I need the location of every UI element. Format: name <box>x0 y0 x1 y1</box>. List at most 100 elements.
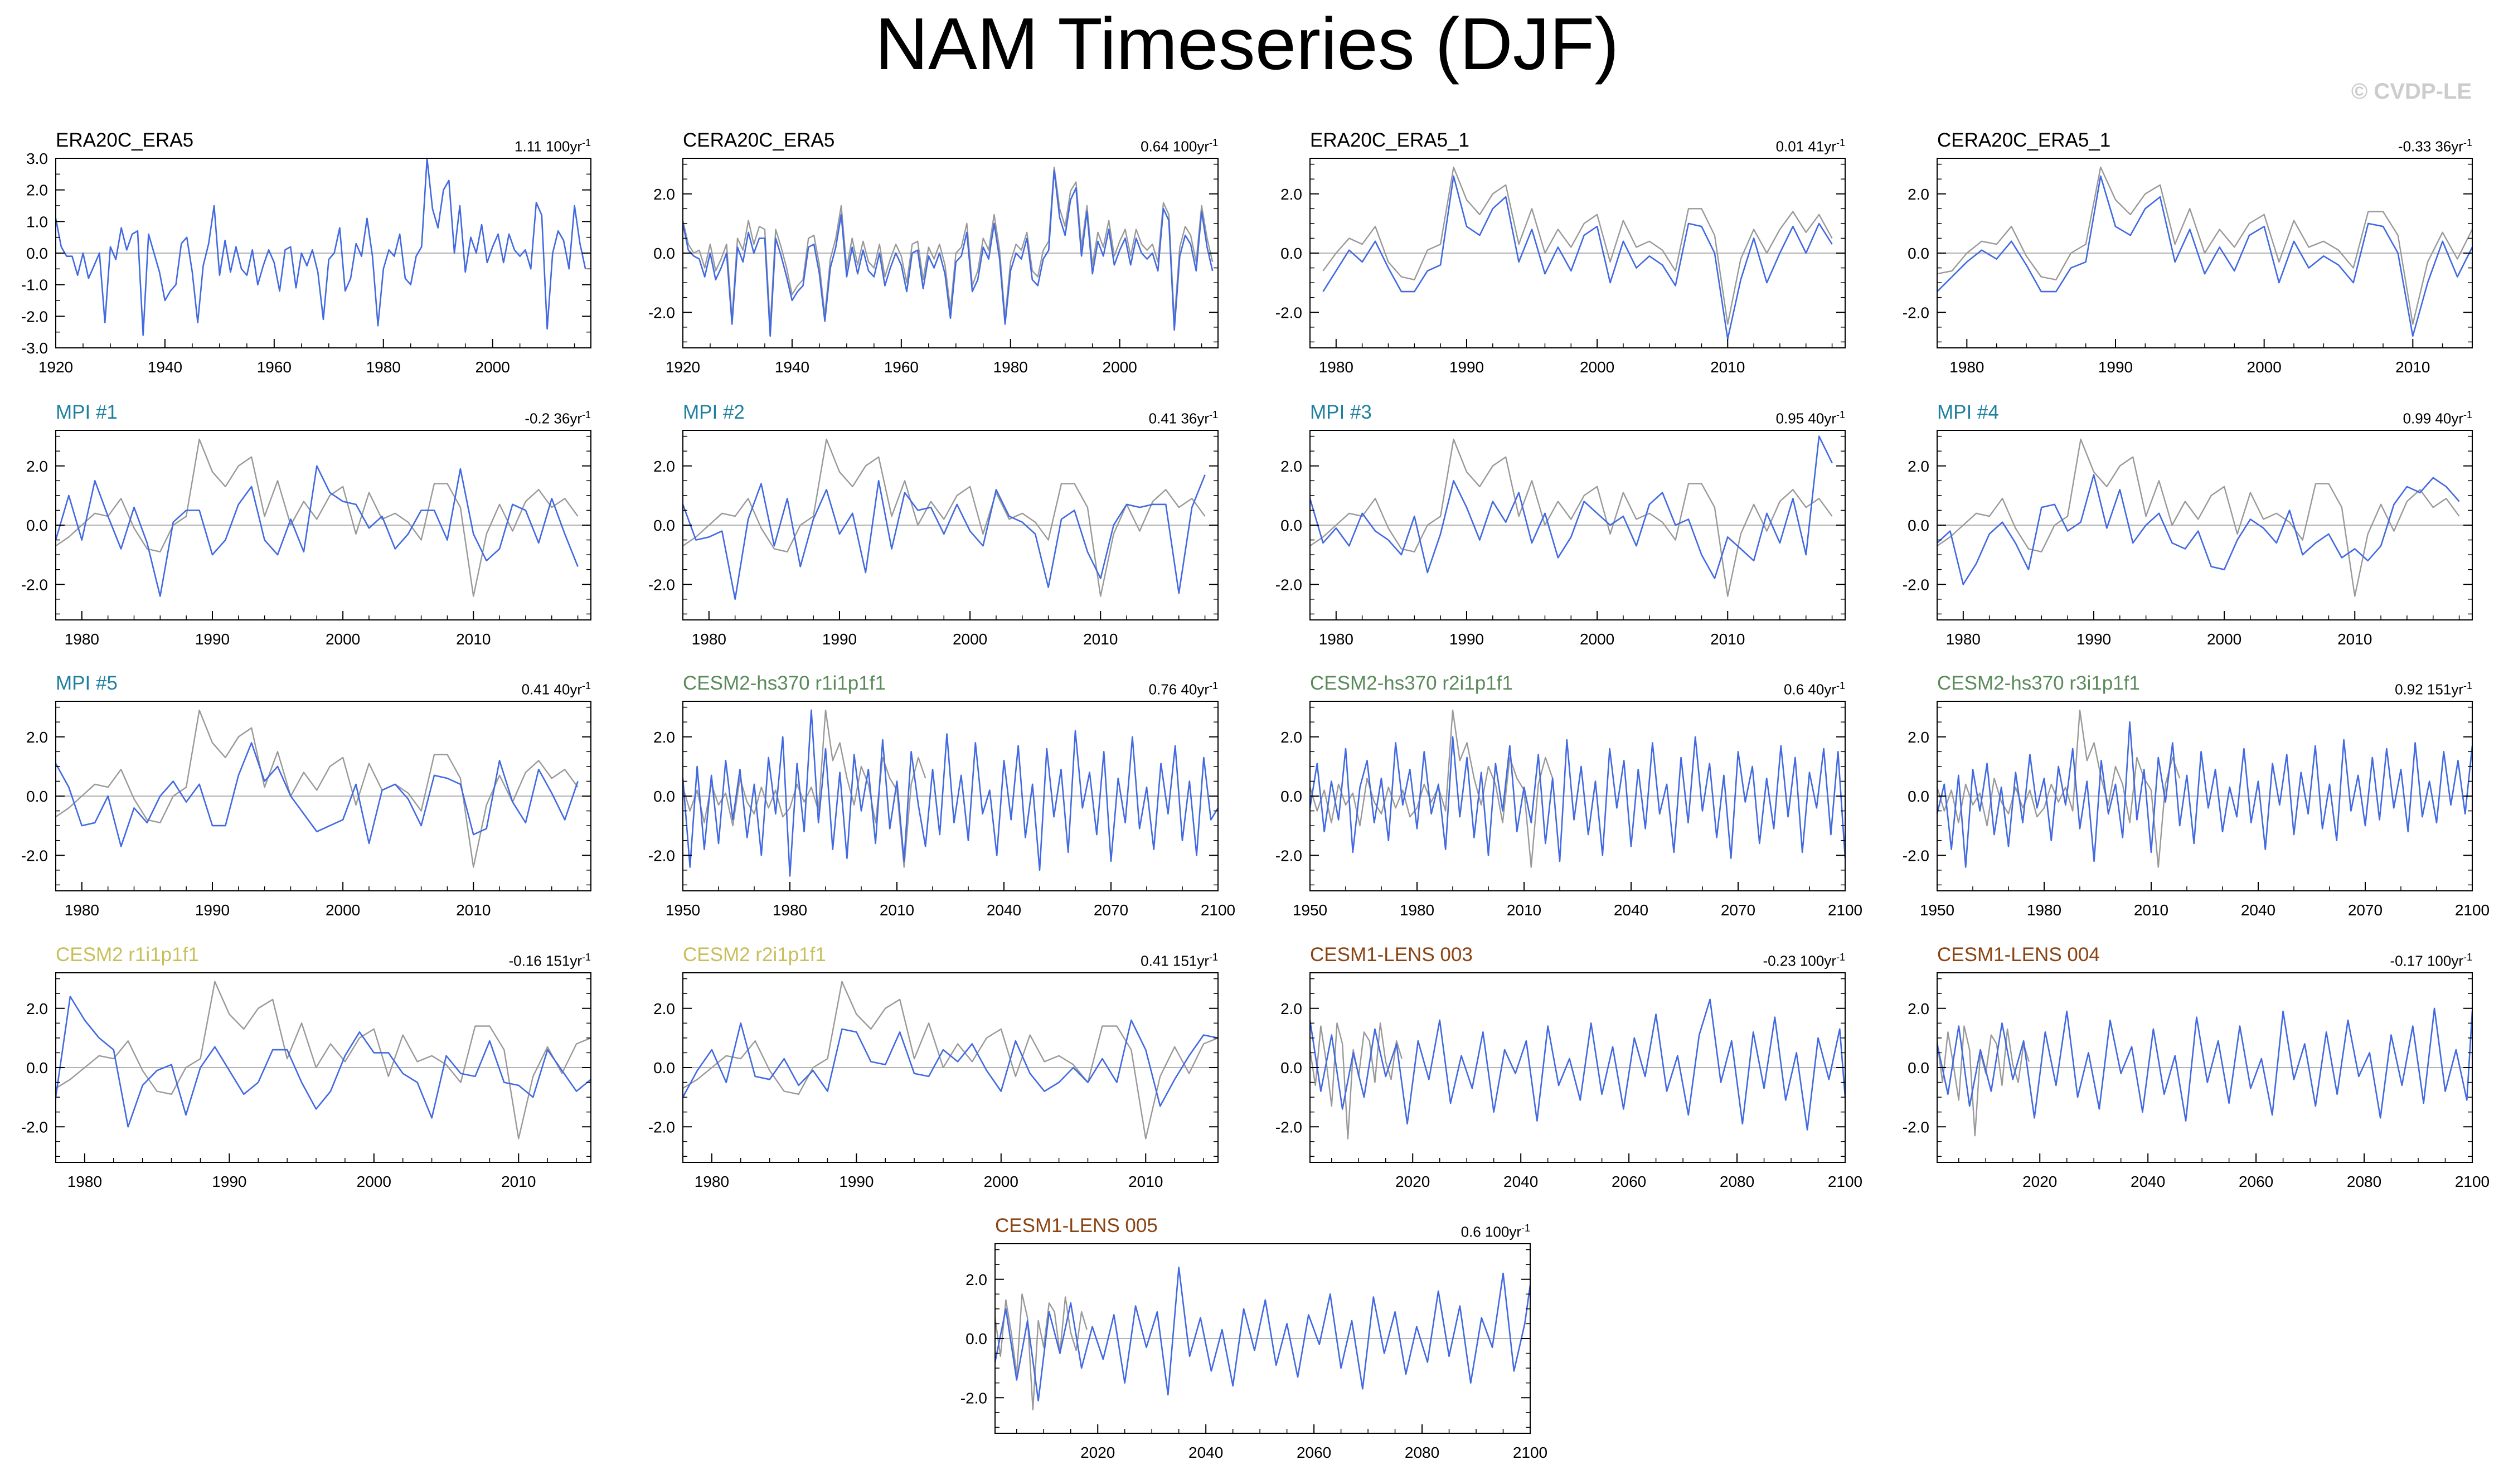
y-tick-label: -2.0 <box>1275 304 1302 321</box>
trend-label: 0.76 40yr-1 <box>1149 680 1218 699</box>
observation-series-line <box>682 709 926 868</box>
panel-title: ERA20C_ERA5_1 <box>1310 129 1469 151</box>
y-tick-label: 0.0 <box>26 517 48 534</box>
trend-value: -0.33 36yr <box>2398 138 2463 155</box>
trend-label: 0.41 40yr-1 <box>522 680 591 699</box>
panel-title: ERA20C_ERA5 <box>56 129 194 151</box>
panel-title: MPI #5 <box>56 672 118 694</box>
trend-unit: -1 <box>1836 952 1845 963</box>
simulation-series-line <box>1309 435 1833 579</box>
trend-value: 0.92 151yr <box>2395 681 2463 698</box>
x-tick-label: 2000 <box>953 631 987 648</box>
trend-unit: -1 <box>1836 137 1845 148</box>
x-tick-label: 1980 <box>1400 901 1434 919</box>
x-tick-label: 2020 <box>2022 1173 2057 1190</box>
x-tick-label: 2080 <box>1720 1173 1754 1190</box>
simulation-series-line <box>682 169 1214 337</box>
y-tick-label: -2.0 <box>1903 847 1929 864</box>
panel-title: CERA20C_ERA5_1 <box>1937 129 2111 151</box>
y-tick-label: 0.0 <box>1908 1059 1929 1076</box>
x-tick-label: 2010 <box>501 1173 536 1190</box>
x-tick-label: 2020 <box>1080 1444 1115 1461</box>
x-tick-label: 2010 <box>2134 901 2168 919</box>
x-tick-label: 2000 <box>1103 358 1137 376</box>
trend-label: 0.64 100yr-1 <box>1141 137 1218 156</box>
x-tick-label: 2040 <box>2131 1173 2165 1190</box>
x-tick-label: 2080 <box>2347 1173 2381 1190</box>
observation-series-line <box>1937 166 2473 325</box>
x-tick-label: 1950 <box>666 901 700 919</box>
observation-series-line <box>55 981 591 1139</box>
chart-svg: 1950 1980 2010 2040 2070 2100 2.0 0.0 -2.0 <box>1903 701 2490 919</box>
trend-label: 0.01 41yr-1 <box>1776 137 1845 156</box>
trend-label: -0.23 100yr-1 <box>1763 952 1845 970</box>
x-tick-label: 1980 <box>993 358 1028 376</box>
y-tick-label: 0.0 <box>653 517 675 534</box>
panel-title: MPI #4 <box>1937 401 1999 423</box>
trend-label: -0.16 151yr-1 <box>508 952 591 970</box>
chart-panel: CESM1-LENS 005 0.6 100yr-1 2020 2040 2060 208… <box>939 1199 1547 1472</box>
x-tick-label: 2000 <box>2207 631 2241 648</box>
x-tick-label: 1990 <box>1449 631 1484 648</box>
y-tick-label: 2.0 <box>653 186 675 203</box>
y-tick-label: -2.0 <box>648 847 675 864</box>
y-tick-label: 2.0 <box>1908 1000 1929 1017</box>
x-tick-label: 2080 <box>1405 1444 1439 1461</box>
y-tick-label: -2.0 <box>21 576 48 593</box>
chart-svg: 1980 1990 2000 2010 2.0 0.0 -2.0 <box>1275 158 1846 376</box>
y-tick-label: 2.0 <box>1908 186 1929 203</box>
trend-unit: -1 <box>2463 137 2472 148</box>
y-tick-label: -1.0 <box>21 277 48 294</box>
simulation-series-line <box>682 709 1219 877</box>
panel-title: CERA20C_ERA5 <box>683 129 835 151</box>
x-tick-label: 2000 <box>357 1173 391 1190</box>
x-tick-label: 1940 <box>148 358 182 376</box>
observation-series-line <box>682 438 1206 597</box>
chart-svg: 1920 1940 1960 1980 2000 3.0 2.0 1.0 0.0 -1.0 -2.0… <box>21 150 591 376</box>
trend-unit: -1 <box>581 952 591 963</box>
chart-svg: 1980 1990 2000 2010 2.0 0.0 -2.0 <box>21 430 591 648</box>
x-tick-label: 2040 <box>2241 901 2275 919</box>
x-tick-label: 2100 <box>1201 901 1235 919</box>
chart-panel: MPI #2 0.41 36yr-1 1980 1990 2000 2010 2.0 0.0 -… <box>627 386 1224 659</box>
x-tick-label: 2100 <box>1513 1444 1547 1461</box>
panel-title: CESM2 r1i1p1f1 <box>56 944 199 966</box>
x-tick-label: 2020 <box>1395 1173 1430 1190</box>
trend-unit: -1 <box>581 680 591 691</box>
chart-svg: 1980 1990 2000 2010 2.0 0.0 -2.0 <box>648 430 1219 648</box>
trend-value: 0.41 40yr <box>521 681 582 698</box>
x-tick-label: 2070 <box>2348 901 2383 919</box>
trend-value: 1.11 100yr <box>515 138 582 155</box>
y-tick-label: -2.0 <box>1275 1118 1302 1136</box>
y-tick-label: 2.0 <box>1280 458 1302 475</box>
chart-panel: CESM1-LENS 004 -0.17 100yr-1 2020 2040 2060 2… <box>1881 928 2490 1201</box>
y-tick-label: 2.0 <box>1280 1000 1302 1017</box>
simulation-series-line <box>1937 175 2473 337</box>
x-tick-label: 2010 <box>1710 631 1745 648</box>
simulation-series-line <box>55 996 591 1128</box>
chart-panel: ERA20C_ERA5_1 0.01 41yr-1 1980 1990 2000 2010… <box>1254 114 1851 387</box>
trend-label: 0.92 151yr-1 <box>2395 680 2472 699</box>
x-tick-label: 2010 <box>1083 631 1118 648</box>
chart-svg: 1980 1990 2000 2010 2.0 0.0 -2.0 <box>648 972 1219 1190</box>
x-tick-label: 2040 <box>1503 1173 1538 1190</box>
trend-unit: -1 <box>2463 680 2472 691</box>
panel-title: CESM2-hs370 r2i1p1f1 <box>1310 672 1513 694</box>
chart-panel: CERA20C_ERA5_1 -0.33 36yr-1 1980 1990 2000 20… <box>1881 114 2478 387</box>
trend-label: 0.99 40yr-1 <box>2403 409 2472 428</box>
x-tick-label: 2010 <box>456 901 491 919</box>
trend-label: 0.41 36yr-1 <box>1149 409 1218 428</box>
x-tick-label: 1940 <box>775 358 809 376</box>
x-tick-label: 2100 <box>1828 901 1862 919</box>
panel-title: CESM1-LENS 003 <box>1310 944 1473 966</box>
trend-label: 0.6 100yr-1 <box>1461 1223 1530 1241</box>
y-tick-label: 2.0 <box>1280 186 1302 203</box>
panel-title: MPI #1 <box>56 401 118 423</box>
observation-series-line <box>994 1293 1088 1410</box>
panel-title: CESM1-LENS 004 <box>1937 944 2100 966</box>
trend-value: -0.23 100yr <box>1763 952 1836 969</box>
chart-svg: 1980 1990 2000 2010 2.0 0.0 -2.0 <box>1903 158 2473 376</box>
trend-label: 0.6 40yr-1 <box>1784 680 1845 699</box>
y-tick-label: 2.0 <box>26 729 48 746</box>
x-tick-label: 1980 <box>366 358 401 376</box>
